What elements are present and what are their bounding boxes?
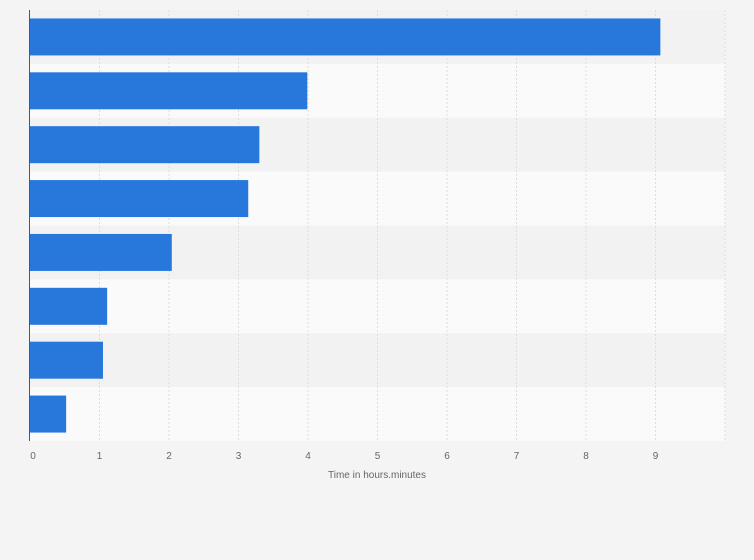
x-tick-label: 7 — [514, 451, 520, 462]
x-tick-label: 2 — [166, 451, 172, 462]
bar[interactable] — [30, 18, 661, 56]
bars — [30, 18, 661, 433]
bar[interactable] — [30, 287, 108, 325]
x-tick-labels: 0 1 2 3 4 5 6 7 8 9 — [30, 451, 659, 462]
bar[interactable] — [30, 180, 249, 218]
x-tick-label: 0 — [30, 451, 36, 462]
x-axis-label: Time in hours.minutes — [328, 470, 426, 481]
bar[interactable] — [30, 233, 172, 271]
x-tick-label: 1 — [97, 451, 103, 462]
x-tick-label: 8 — [583, 451, 589, 462]
x-tick-label: 4 — [305, 451, 311, 462]
bar[interactable] — [30, 341, 103, 379]
bar[interactable] — [30, 395, 67, 433]
x-tick-label: 9 — [653, 451, 659, 462]
bar[interactable] — [30, 72, 308, 110]
x-tick-label: 3 — [236, 451, 242, 462]
bar[interactable] — [30, 126, 260, 164]
x-tick-label: 6 — [444, 451, 450, 462]
x-tick-label: 5 — [375, 451, 381, 462]
